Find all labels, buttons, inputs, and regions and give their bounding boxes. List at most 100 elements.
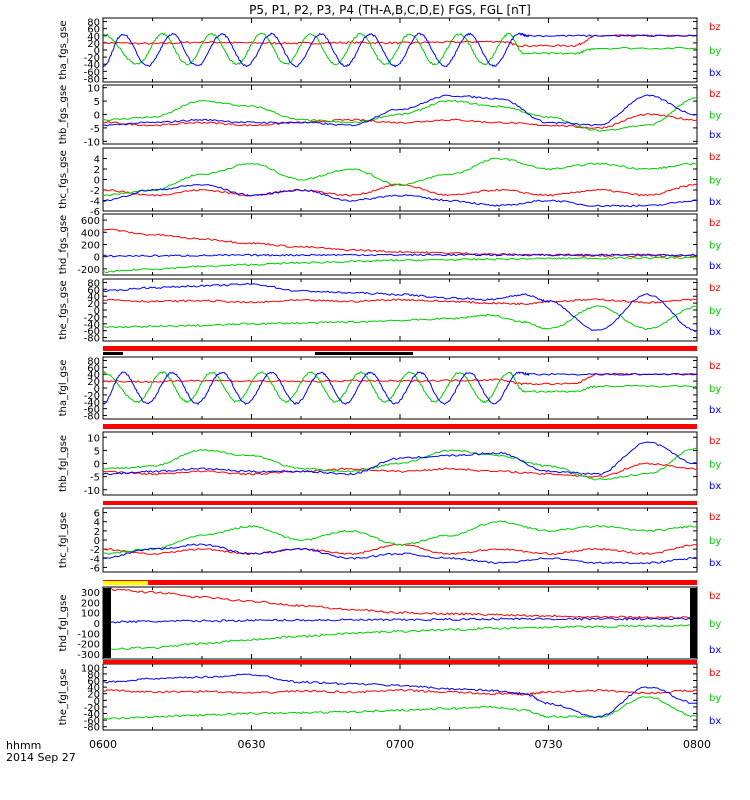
date-label: 2014 Sep 27: [6, 751, 76, 764]
y-tick-label: -4: [90, 197, 100, 208]
legend-bz: bz: [709, 668, 721, 679]
y-tick-label: 10: [87, 433, 100, 444]
y-tick-label: 200: [81, 598, 100, 609]
panel-frame: [102, 356, 698, 420]
legend-bx: bx: [709, 327, 721, 338]
mode-bar-left: [103, 588, 111, 658]
y-tick-label: -80: [84, 412, 100, 423]
series-by-line: [102, 157, 698, 197]
y-tick-label: -80: [84, 74, 100, 85]
y-tick-label: 40: [87, 32, 100, 43]
legend-by: by: [709, 306, 721, 317]
legend-by: by: [709, 460, 721, 471]
series-bz-line: [102, 462, 698, 478]
x-tick-label: 0800: [683, 738, 711, 751]
y-tick-label: -20: [84, 313, 100, 324]
flag-bar-3: [103, 580, 697, 585]
series-bx-line: [102, 32, 698, 68]
series-bz-line: [102, 183, 698, 197]
y-tick-label: -200: [77, 265, 100, 276]
series-by-line: [102, 447, 698, 481]
legend-bx: bx: [709, 261, 721, 272]
y-tick-label: 80: [87, 18, 100, 29]
legend-by: by: [709, 176, 721, 187]
y-axis-label: the_fgs_gse: [58, 280, 69, 339]
legend-by: by: [709, 693, 721, 704]
y-tick-label: -60: [84, 327, 100, 338]
series-by-line: [102, 32, 698, 66]
flag-bar-2: [103, 501, 697, 505]
panel-frame: [102, 84, 698, 145]
y-tick-label: 0: [94, 253, 100, 264]
y-tick-label: -40: [84, 398, 100, 409]
legend-bx: bx: [709, 130, 721, 141]
y-tick-label: 0: [94, 306, 100, 317]
legend-bx: bx: [709, 68, 721, 79]
legend-bx: bx: [709, 405, 721, 416]
x-tick-label: 0730: [535, 738, 563, 751]
legend-by: by: [709, 46, 721, 57]
y-tick-label: 0: [94, 619, 100, 630]
panel-thb_fgl_gse: 10 5 0 -5 -10 thb_fgl_gse bz by bx: [58, 431, 721, 497]
y-axis-label: thc_fgs_gse: [58, 150, 69, 209]
y-tick-label: -80: [84, 723, 100, 734]
y-axis-label: tha_fgs_gse: [58, 20, 69, 79]
mode-bar-b: [315, 352, 413, 355]
y-tick-label: 4: [94, 518, 100, 529]
legend-bz: bz: [709, 22, 721, 33]
y-tick-label: 40: [87, 683, 100, 694]
y-tick-label: 60: [87, 363, 100, 374]
y-tick-label: 5: [94, 446, 100, 457]
y-axis-label: thc_fgl_gse: [58, 512, 69, 568]
y-tick-label: 80: [87, 356, 100, 367]
y-tick-label: 40: [87, 292, 100, 303]
y-tick-label: 600: [81, 216, 100, 227]
y-tick-label: 60: [87, 677, 100, 688]
series-by-line: [102, 256, 698, 274]
x-tick-label: 0700: [386, 738, 414, 751]
series-by-line: [103, 97, 698, 132]
legend-bz: bz: [709, 283, 721, 294]
y-tick-label: -60: [84, 716, 100, 727]
y-tick-label: 0: [94, 384, 100, 395]
series-bz-line: [102, 587, 698, 620]
y-tick-label: 0: [94, 460, 100, 471]
y-tick-label: -60: [84, 405, 100, 416]
y-tick-label: -5: [90, 473, 100, 484]
y-tick-label: -40: [84, 710, 100, 721]
y-tick-label: 200: [81, 241, 100, 252]
y-tick-label: 0: [94, 536, 100, 547]
time-axis-label: hhmm: [6, 739, 41, 752]
legend-bx: bx: [709, 558, 721, 569]
series-bx-line: [102, 673, 698, 719]
legend-bz: bz: [709, 89, 721, 100]
panel-frame: [102, 17, 698, 83]
y-axis-label: thb_fgs_gse: [58, 85, 69, 144]
y-tick-label: -40: [84, 60, 100, 71]
y-tick-label: -20: [84, 391, 100, 402]
legend-bz: bz: [709, 152, 721, 163]
y-tick-label: -6: [90, 563, 100, 574]
y-tick-label: -100: [77, 629, 100, 640]
y-tick-label: 4: [94, 155, 100, 166]
series-bz-line: [102, 113, 698, 130]
legend-by: by: [709, 111, 721, 122]
series-bx-line: [102, 441, 698, 476]
y-tick-label: -4: [90, 554, 100, 565]
series-by-line: [102, 305, 698, 331]
y-tick-label: -300: [77, 650, 100, 661]
y-tick-label: 60: [87, 285, 100, 296]
y-axis-label: thd_fgl_gse: [58, 595, 69, 652]
y-tick-label: 10: [87, 84, 100, 95]
y-tick-label: -6: [90, 207, 100, 218]
y-tick-label: -5: [90, 124, 100, 135]
legend-bz: bz: [709, 218, 721, 229]
y-tick-label: -10: [84, 137, 100, 148]
series-bx-line: [102, 253, 698, 258]
